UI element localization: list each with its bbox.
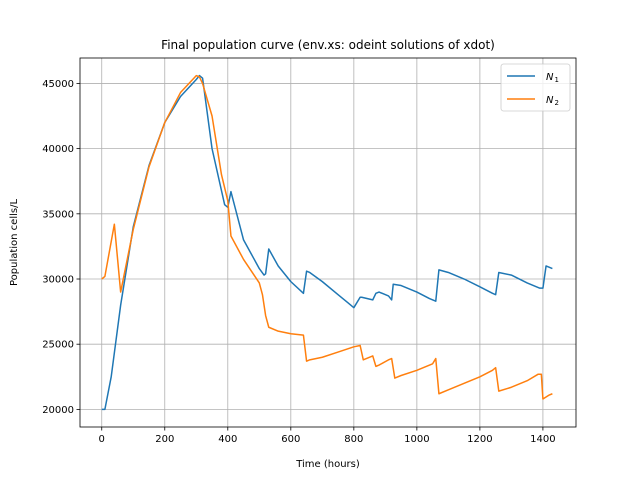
series-lines bbox=[101, 74, 553, 411]
x-tick-label: 1000 bbox=[404, 434, 429, 445]
x-tick-label: 600 bbox=[281, 434, 300, 445]
series-line-n2 bbox=[101, 74, 553, 400]
y-tick-label: 45000 bbox=[42, 79, 74, 90]
y-tick-label: 20000 bbox=[42, 405, 74, 416]
x-tick-label: 1200 bbox=[467, 434, 492, 445]
y-axis-label: Population cells/L bbox=[9, 199, 20, 287]
x-axis-label: Time (hours) bbox=[295, 459, 360, 470]
chart-title: Final population curve (env.xs: odeint s… bbox=[161, 38, 495, 52]
x-axis-ticks: 0 200 400 600 800 1000 1200 1400 bbox=[99, 427, 556, 445]
legend-label: N1 bbox=[546, 72, 559, 84]
y-tick-label: 30000 bbox=[42, 275, 74, 286]
y-tick-label: 35000 bbox=[42, 209, 74, 220]
y-axis-ticks: 20000 25000 30000 35000 40000 45000 bbox=[42, 79, 80, 416]
grid-lines bbox=[80, 58, 576, 427]
y-tick-label: 25000 bbox=[42, 340, 74, 351]
x-tick-label: 0 bbox=[99, 434, 105, 445]
x-tick-label: 1400 bbox=[530, 434, 555, 445]
y-tick-label: 40000 bbox=[42, 144, 74, 155]
x-tick-label: 400 bbox=[218, 434, 237, 445]
legend: N1 N2 bbox=[500, 63, 571, 112]
x-tick-label: 200 bbox=[155, 434, 174, 445]
legend-label: N2 bbox=[546, 95, 559, 107]
x-tick-label: 800 bbox=[344, 434, 363, 445]
legend-box bbox=[500, 63, 571, 112]
plot-frame bbox=[79, 57, 577, 428]
